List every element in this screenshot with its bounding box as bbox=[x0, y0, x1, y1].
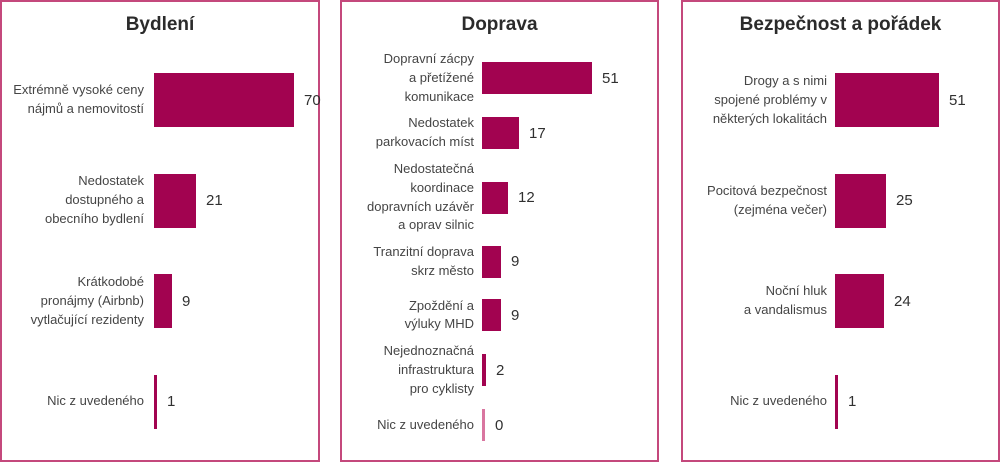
bar-line: 17 bbox=[482, 117, 651, 150]
category-label: Zpoždění a výluky MHD bbox=[404, 297, 474, 332]
value-label: 9 bbox=[511, 306, 520, 324]
chart-title: Doprava bbox=[461, 14, 538, 35]
bar-line: 9 bbox=[482, 245, 651, 278]
bar-row: Pocitová bezpečnost (zejména večer) 25 bbox=[693, 151, 992, 252]
bar-row: Drogy a s nimi spojené problémy v někter… bbox=[693, 50, 992, 151]
category-label: Nedostatek dostupného a obecního bydlení bbox=[44, 173, 144, 227]
category-label: Extrémně vysoké ceny nájmů a nemovitostí bbox=[13, 82, 144, 117]
category-label: Krátkodobé pronájmy (Airbnb) vytlačující… bbox=[30, 273, 144, 327]
bar bbox=[482, 409, 485, 442]
category-label: Nic z uvedeného bbox=[47, 393, 144, 409]
bar-line: 0 bbox=[482, 409, 651, 442]
chart-panel-doprava: Doprava Dopravní zácpy a přetížené komun… bbox=[340, 0, 659, 462]
bar-row: Nic z uvedeného 1 bbox=[693, 352, 992, 453]
value-label: 9 bbox=[182, 292, 191, 310]
bar-line: 21 bbox=[154, 173, 312, 228]
bar bbox=[482, 62, 592, 95]
value-label: 17 bbox=[529, 124, 546, 142]
category-label: Nedostatek parkovacích míst bbox=[375, 115, 474, 150]
bar-line: 25 bbox=[835, 173, 992, 228]
category-label: Tranzitní doprava skrz město bbox=[373, 244, 474, 278]
bar-line: 24 bbox=[835, 274, 992, 329]
bar bbox=[482, 354, 486, 387]
value-label: 21 bbox=[206, 192, 223, 210]
bar bbox=[835, 374, 838, 429]
bar bbox=[482, 299, 501, 332]
bar-line: 70 bbox=[154, 73, 321, 128]
category-label: Dopravní zácpy a přetížené komunikace bbox=[383, 51, 474, 104]
bar bbox=[835, 73, 939, 128]
bar-row: Nedostatečná koordinace dopravních uzávě… bbox=[352, 160, 651, 235]
bar-row: Zpoždění a výluky MHD 9 bbox=[352, 289, 651, 342]
value-label: 25 bbox=[896, 192, 913, 210]
category-label: Nic z uvedeného bbox=[377, 416, 474, 432]
bar bbox=[482, 181, 508, 214]
category-label: Drogy a s nimi spojené problémy v někter… bbox=[712, 72, 827, 126]
value-label: 2 bbox=[496, 361, 505, 379]
value-label: 12 bbox=[518, 189, 535, 207]
bar-line: 51 bbox=[835, 73, 992, 128]
bar bbox=[154, 274, 172, 329]
bar-row: Krátkodobé pronájmy (Airbnb) vytlačující… bbox=[12, 251, 312, 352]
bar-line: 51 bbox=[482, 62, 651, 95]
value-label: 1 bbox=[848, 393, 857, 411]
bar-line: 2 bbox=[482, 354, 651, 387]
value-label: 51 bbox=[602, 69, 619, 87]
bar-line: 12 bbox=[482, 181, 651, 214]
bar-row: Nic z uvedeného 1 bbox=[12, 352, 312, 453]
bar-row: Extrémně vysoké ceny nájmů a nemovitostí… bbox=[12, 50, 321, 151]
bar bbox=[154, 73, 294, 128]
bar-rows: Drogy a s nimi spojené problémy v někter… bbox=[693, 50, 992, 452]
bar-line: 9 bbox=[482, 299, 651, 332]
value-label: 9 bbox=[511, 253, 520, 271]
bar-line: 1 bbox=[154, 374, 312, 429]
bar bbox=[835, 173, 886, 228]
bar-line: 9 bbox=[154, 274, 312, 329]
category-label: Noční hluk a vandalismus bbox=[743, 283, 827, 318]
value-label: 24 bbox=[894, 292, 911, 310]
bar bbox=[154, 374, 157, 429]
bar-row: Nic z uvedeného 0 bbox=[352, 399, 651, 452]
bar-row: Nedostatek dostupného a obecního bydlení… bbox=[12, 151, 312, 252]
chart-panel-bezpecnost: Bezpečnost a pořádek Drogy a s nimi spoj… bbox=[681, 0, 1000, 462]
bar bbox=[482, 245, 501, 278]
bar bbox=[154, 173, 196, 228]
category-label: Pocitová bezpečnost (zejména večer) bbox=[707, 182, 827, 217]
category-label: Nedostatečná koordinace dopravních uzávě… bbox=[367, 160, 474, 233]
value-label: 51 bbox=[949, 91, 966, 109]
bar-row: Noční hluk a vandalismus 24 bbox=[693, 251, 992, 352]
value-label: 1 bbox=[167, 393, 176, 411]
chart-panel-bydleni: Bydlení Extrémně vysoké ceny nájmů a nem… bbox=[0, 0, 321, 462]
bar bbox=[482, 117, 519, 150]
bar-rows: Extrémně vysoké ceny nájmů a nemovitostí… bbox=[12, 50, 321, 453]
category-label: Nic z uvedeného bbox=[730, 393, 827, 409]
bar bbox=[835, 274, 884, 329]
value-label: 70 bbox=[304, 91, 321, 109]
chart-title: Bydlení bbox=[125, 14, 195, 35]
bar-rows: Dopravní zácpy a přetížené komunikace 51 N… bbox=[352, 50, 651, 452]
bar-line: 1 bbox=[835, 374, 992, 429]
bar-row: Tranzitní doprava skrz město 9 bbox=[352, 235, 651, 288]
bar-row: Nejednoznačná infrastruktura pro cyklist… bbox=[352, 342, 651, 399]
bar-row: Nedostatek parkovacích míst 17 bbox=[352, 107, 651, 160]
bar-row: Dopravní zácpy a přetížené komunikace 51 bbox=[352, 50, 651, 107]
value-label: 0 bbox=[495, 416, 504, 434]
category-label: Nejednoznačná infrastruktura pro cyklist… bbox=[383, 343, 474, 396]
chart-title: Bezpečnost a pořádek bbox=[739, 14, 942, 35]
